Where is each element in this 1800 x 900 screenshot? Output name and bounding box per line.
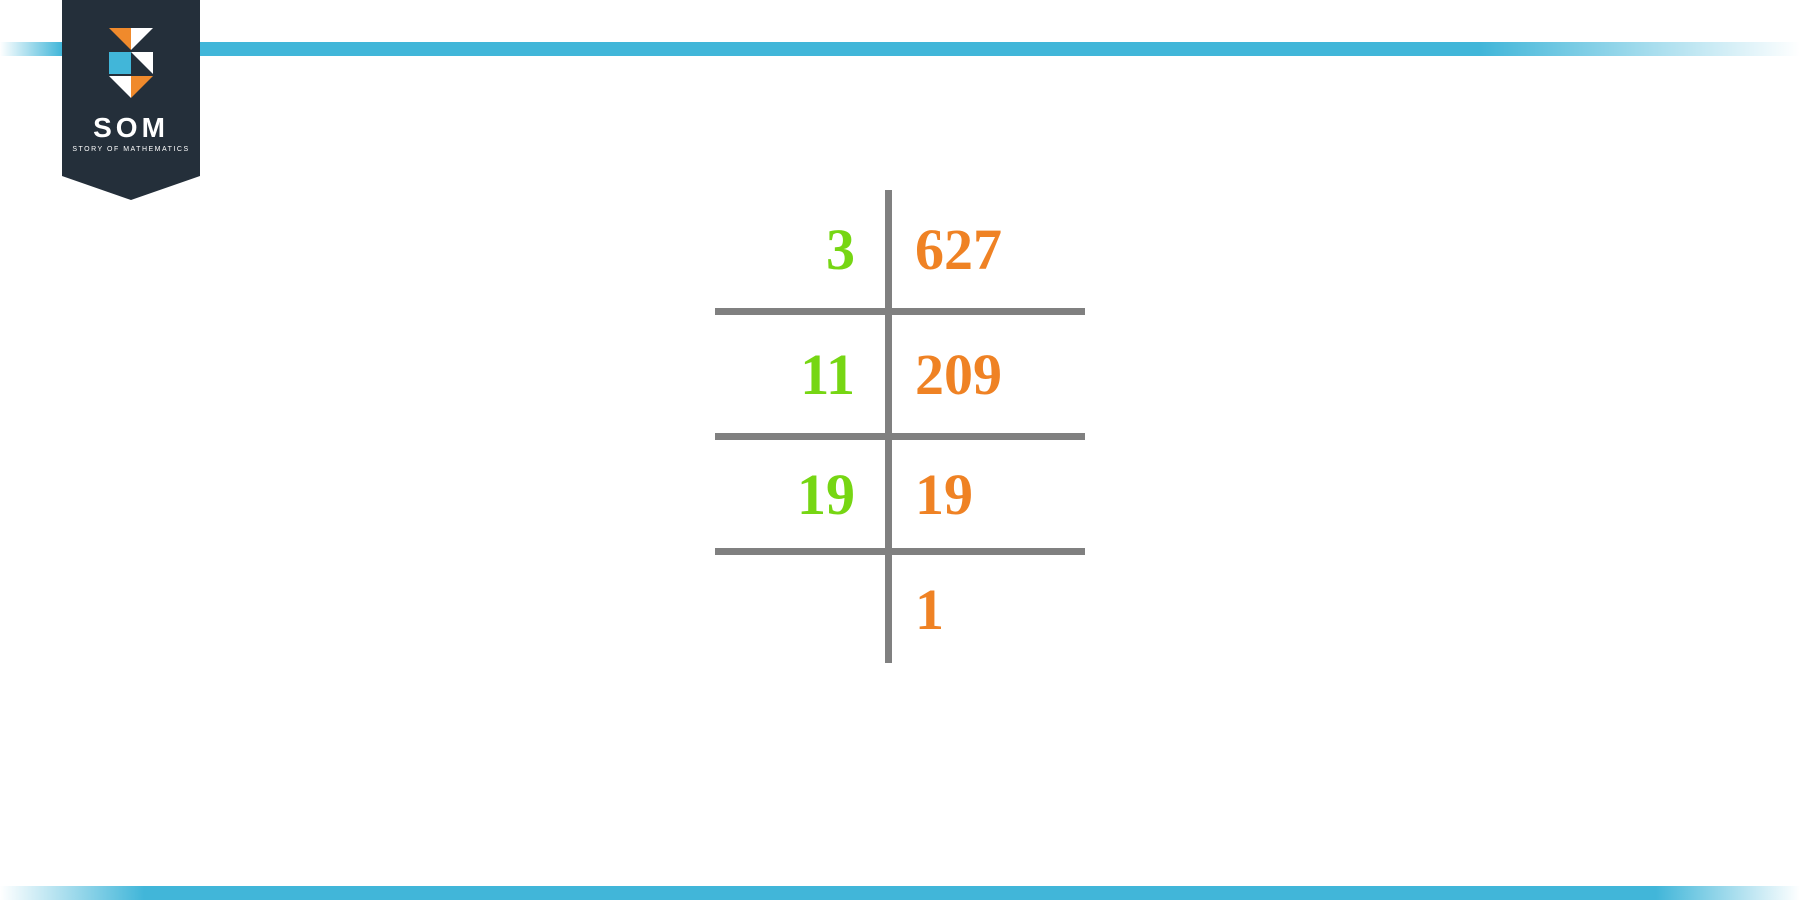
brand-logo-icon	[101, 28, 161, 100]
vertical-divider	[885, 440, 892, 548]
horizontal-divider	[715, 308, 1085, 315]
quotient-cell: 209	[885, 341, 1085, 408]
horizontal-divider	[715, 433, 1085, 440]
factor-row: 3 627	[715, 190, 1085, 308]
brand-title: SOM	[62, 112, 200, 144]
divisor-cell: 3	[715, 216, 885, 283]
brand-badge: SOM STORY OF MATHEMATICS	[62, 0, 200, 176]
factor-row: 19 19	[715, 440, 1085, 548]
brand-text: SOM STORY OF MATHEMATICS	[62, 112, 200, 153]
brand-subtitle: STORY OF MATHEMATICS	[62, 146, 200, 153]
factor-row: 1	[715, 555, 1085, 663]
vertical-divider	[885, 555, 892, 663]
top-accent-bar	[0, 42, 1800, 56]
quotient-cell: 19	[885, 461, 1085, 528]
prime-factorization-table: 3 627 11 209 19 19 1	[715, 190, 1085, 663]
quotient-cell: 1	[885, 576, 1085, 643]
quotient-cell: 627	[885, 216, 1085, 283]
divisor-cell: 11	[715, 341, 885, 408]
horizontal-divider	[715, 548, 1085, 555]
factor-row: 11 209	[715, 315, 1085, 433]
divisor-cell: 19	[715, 461, 885, 528]
top-bar-left-segment	[0, 42, 62, 56]
vertical-divider	[885, 315, 892, 433]
bottom-accent-bar	[0, 886, 1800, 900]
top-bar-right-segment	[200, 42, 1800, 56]
vertical-divider	[885, 190, 892, 308]
